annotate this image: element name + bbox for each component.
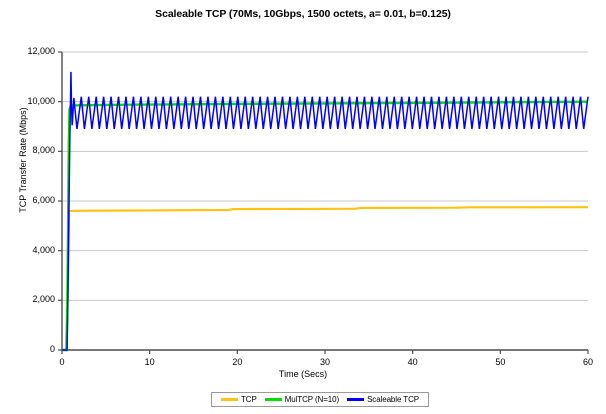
series-line	[62, 71, 589, 351]
y-tick-label: 8,000	[32, 145, 55, 156]
x-tick-label: 50	[495, 357, 506, 367]
x-tick-label: 0	[59, 357, 65, 367]
x-tick-label: 20	[232, 357, 243, 367]
y-tick-label: 10,000	[27, 95, 55, 106]
x-tick-label: 30	[319, 357, 330, 367]
x-tick-label: 40	[407, 357, 418, 367]
series-line	[62, 100, 589, 352]
y-tick-label: 4,000	[32, 244, 55, 255]
legend-item: Scaleable TCP	[347, 395, 419, 404]
legend-item: TCP	[221, 395, 257, 404]
legend-color-swatch	[221, 398, 238, 401]
y-tick-label: 6,000	[32, 195, 55, 205]
chart-legend: TCP MulTCP (N=10) Scaleable TCP	[211, 392, 429, 407]
legend-item: MulTCP (N=10)	[264, 395, 340, 404]
x-tick-label: 60	[582, 357, 593, 367]
chart-title: Scaleable TCP (70Ms, 10Gbps, 1500 octets…	[155, 8, 451, 20]
legend-color-swatch	[264, 398, 282, 401]
y-tick-label: 2,000	[32, 294, 55, 305]
x-axis-label: Time (Secs)	[278, 369, 328, 379]
y-tick-label: 12,000	[27, 46, 55, 56]
legend-label: MulTCP (N=10)	[284, 395, 340, 404]
y-tick-label: 0	[49, 344, 55, 354]
legend-color-swatch	[347, 398, 365, 401]
x-tick-label: 10	[144, 357, 155, 367]
legend-label: TCP	[241, 395, 257, 404]
series-line	[62, 206, 589, 352]
legend-label: Scaleable TCP	[367, 395, 419, 404]
